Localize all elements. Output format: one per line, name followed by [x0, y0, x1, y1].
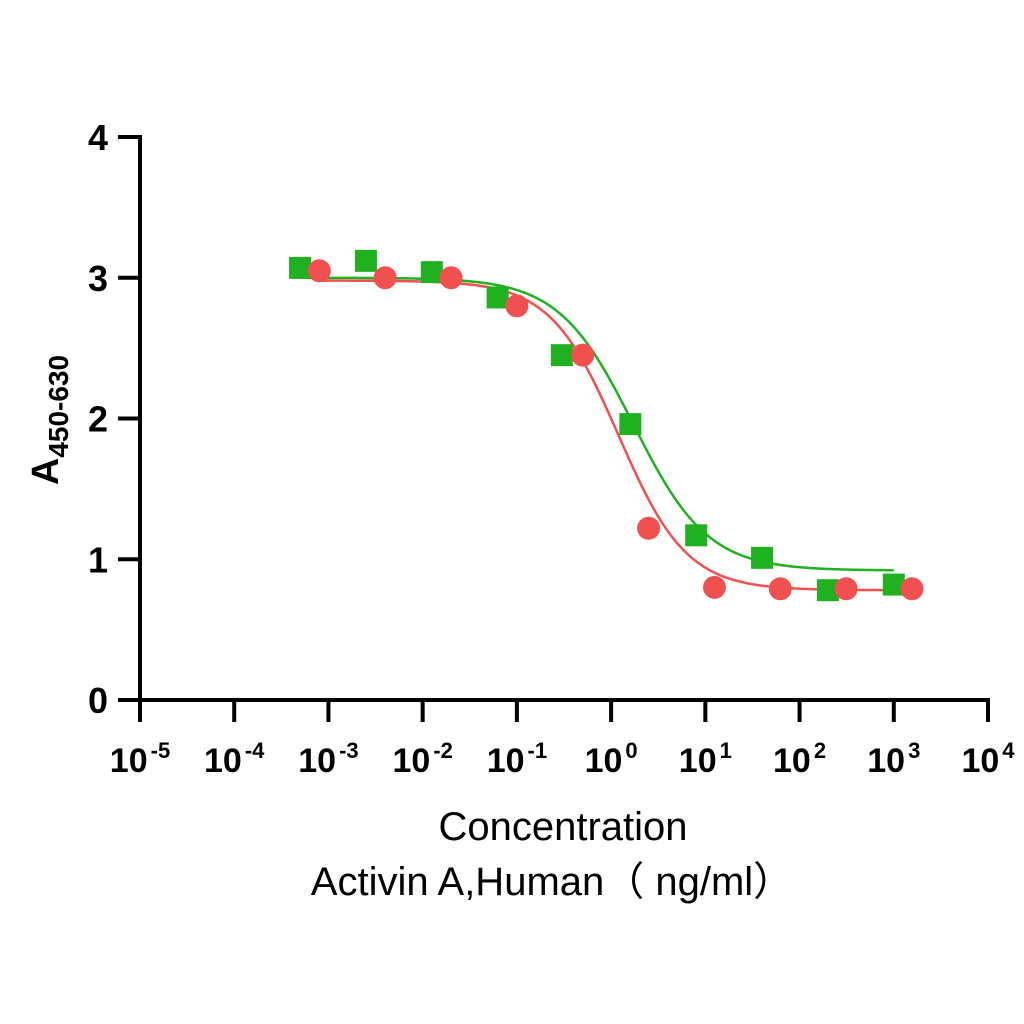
x-tick-exp: -1 [528, 738, 548, 763]
data-point-circle [307, 259, 331, 283]
x-tick-label: 10 3 [867, 738, 920, 780]
data-point-square [289, 256, 312, 279]
data-point-square [882, 573, 905, 596]
x-tick-label: 10 -1 [487, 738, 547, 780]
axes [138, 135, 990, 702]
fit-curves [300, 276, 912, 592]
x-tick-base: 10 [392, 742, 430, 780]
data-point-square [550, 344, 573, 367]
x-tick-base: 10 [679, 742, 717, 780]
x-tick-label: 10 -2 [392, 738, 452, 780]
data-point-circle [373, 266, 397, 290]
x-tick-base: 10 [204, 742, 242, 780]
fit-curve [319, 279, 912, 592]
y-tick-label: 0 [88, 680, 108, 721]
data-point-circle [834, 577, 858, 601]
x-tick-exp: -3 [339, 738, 359, 763]
x-tick-exp: -4 [245, 738, 265, 763]
data-point-square [486, 286, 509, 309]
x-tick-exp: 0 [625, 738, 637, 763]
data-points [289, 249, 924, 602]
x-tick-base: 10 [585, 742, 623, 780]
data-point-square [751, 546, 774, 569]
x-axis-title-line2: Activin A,Human（ ng/ml） [311, 860, 793, 904]
x-tick-label: 10 -3 [298, 738, 358, 780]
y-tick-label: 4 [88, 117, 108, 158]
x-tick-label: 10 -5 [110, 738, 170, 780]
x-tick-base: 10 [867, 742, 905, 780]
x-tick-base: 10 [298, 742, 336, 780]
y-axis-title-sub: 450-630 [43, 355, 74, 458]
y-tick-label: 1 [88, 539, 108, 580]
data-point-circle [505, 294, 529, 318]
data-point-circle [439, 266, 463, 290]
x-axis-title-line1: Concentration [438, 805, 687, 849]
data-point-circle [768, 577, 792, 601]
data-point-square [354, 249, 377, 272]
ticks [118, 135, 990, 722]
x-tick-exp: 4 [1002, 738, 1015, 763]
x-tick-exp: -5 [151, 738, 171, 763]
fit-curve [300, 276, 894, 572]
y-tick-label: 2 [88, 399, 108, 440]
x-tick-label: 10 1 [679, 738, 732, 780]
data-point-square [420, 261, 443, 284]
x-tick-exp: 1 [720, 738, 732, 763]
y-axis-title: A450-630 [25, 355, 74, 485]
data-point-square [619, 413, 642, 436]
y-axis-title-main: A [25, 458, 67, 485]
x-tick-label: 10 -4 [204, 738, 265, 780]
data-point-circle [637, 516, 661, 540]
data-point-square [816, 579, 839, 602]
x-tick-exp: 2 [814, 738, 826, 763]
x-tick-label: 10 2 [773, 738, 826, 780]
x-tick-exp: -2 [433, 738, 453, 763]
data-point-circle [900, 577, 924, 601]
data-point-circle [571, 343, 595, 367]
x-tick-base: 10 [487, 742, 525, 780]
x-tick-base: 10 [773, 742, 811, 780]
x-tick-base: 10 [110, 742, 148, 780]
x-tick-exp: 3 [908, 738, 920, 763]
data-point-square [685, 524, 708, 547]
x-tick-label: 10 4 [961, 738, 1015, 780]
y-tick-label: 3 [88, 258, 108, 299]
x-tick-label: 10 0 [585, 738, 638, 780]
x-tick-base: 10 [961, 742, 999, 780]
data-point-circle [702, 575, 726, 599]
